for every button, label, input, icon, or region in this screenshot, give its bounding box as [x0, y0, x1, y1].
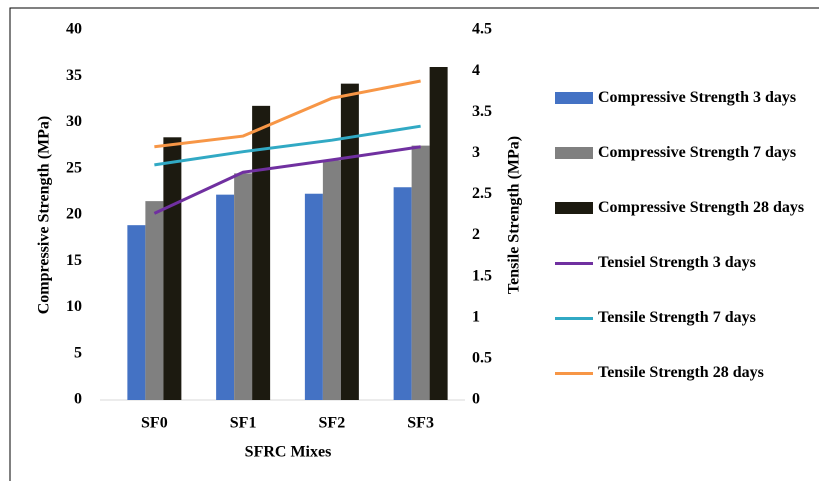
legend-item: Tensile Strength 28 days	[555, 363, 815, 418]
legend-item: Compressive Strength 7 days	[555, 143, 815, 198]
x-axis-title: SFRC Mixes	[245, 444, 332, 461]
y2-tick-label: 1	[472, 308, 480, 325]
bar	[393, 187, 412, 400]
bar	[340, 83, 359, 401]
legend-label: Tensiel Strength 3 days	[598, 254, 756, 271]
y-tick-label: 40	[66, 21, 82, 38]
legend-swatch	[555, 147, 593, 159]
bar	[322, 160, 341, 400]
y-tick-label: 35	[66, 67, 82, 84]
x-tick-label: SF3	[407, 415, 434, 432]
x-tick-label: SF1	[230, 415, 257, 432]
y2-tick-label: 2	[472, 226, 480, 243]
y-tick-label: 15	[66, 252, 82, 269]
y2-tick-label: 0.5	[472, 350, 492, 367]
legend-swatch	[555, 202, 593, 214]
y2-tick-label: 3.5	[472, 103, 492, 120]
y2-tick-label: 1.5	[472, 267, 492, 284]
legend-label: Tensile Strength 28 days	[598, 364, 764, 381]
y2-tick-label: 2.5	[472, 185, 492, 202]
frame	[9, 7, 819, 481]
legend-item: Tensiel Strength 3 days	[555, 253, 815, 308]
bar	[127, 225, 146, 400]
y2-tick-label: 4	[472, 62, 480, 79]
bar	[216, 194, 235, 400]
legend-label: Compressive Strength 7 days	[598, 144, 797, 161]
legend-item: Tensile Strength 7 days	[555, 308, 815, 363]
bar	[234, 173, 253, 400]
bar	[429, 67, 448, 400]
y-tick-label: 0	[74, 391, 82, 408]
legend-swatch	[555, 317, 593, 320]
legend-label: Compressive Strength 28 days	[598, 199, 805, 216]
y2-tick-label: 3	[472, 144, 480, 161]
line	[153, 145, 421, 215]
y2-tick-label: 4.5	[472, 21, 492, 38]
bar	[145, 201, 164, 400]
legend-label: Compressive Strength 3 days	[598, 89, 797, 106]
y-tick-label: 25	[66, 159, 82, 176]
bar	[163, 137, 182, 401]
line	[154, 79, 421, 149]
y2-tick-label: 0	[472, 391, 480, 408]
legend-swatch	[555, 372, 593, 375]
legend-swatch	[555, 92, 593, 104]
y-tick-label: 20	[66, 206, 82, 223]
y-tick-label: 10	[66, 298, 82, 315]
y-tick-label: 30	[66, 113, 82, 130]
legend-swatch	[555, 262, 593, 265]
bar	[304, 193, 323, 400]
bar	[411, 145, 430, 400]
line	[154, 124, 421, 167]
y-tick-label: 5	[74, 344, 82, 361]
legend-item: Compressive Strength 28 days	[555, 198, 815, 253]
y2-axis-title: Tensile Strength (MPa)	[506, 136, 523, 294]
legend-label: Tensile Strength 7 days	[598, 309, 756, 326]
bar	[252, 105, 271, 400]
x-tick-label: SF0	[141, 415, 168, 432]
y-axis-title: Compressive Strength (MPa)	[36, 116, 53, 315]
legend-item: Compressive Strength 3 days	[555, 88, 815, 143]
legend: Compressive Strength 3 days Compressive S…	[555, 88, 815, 418]
x-tick-label: SF2	[319, 415, 346, 432]
